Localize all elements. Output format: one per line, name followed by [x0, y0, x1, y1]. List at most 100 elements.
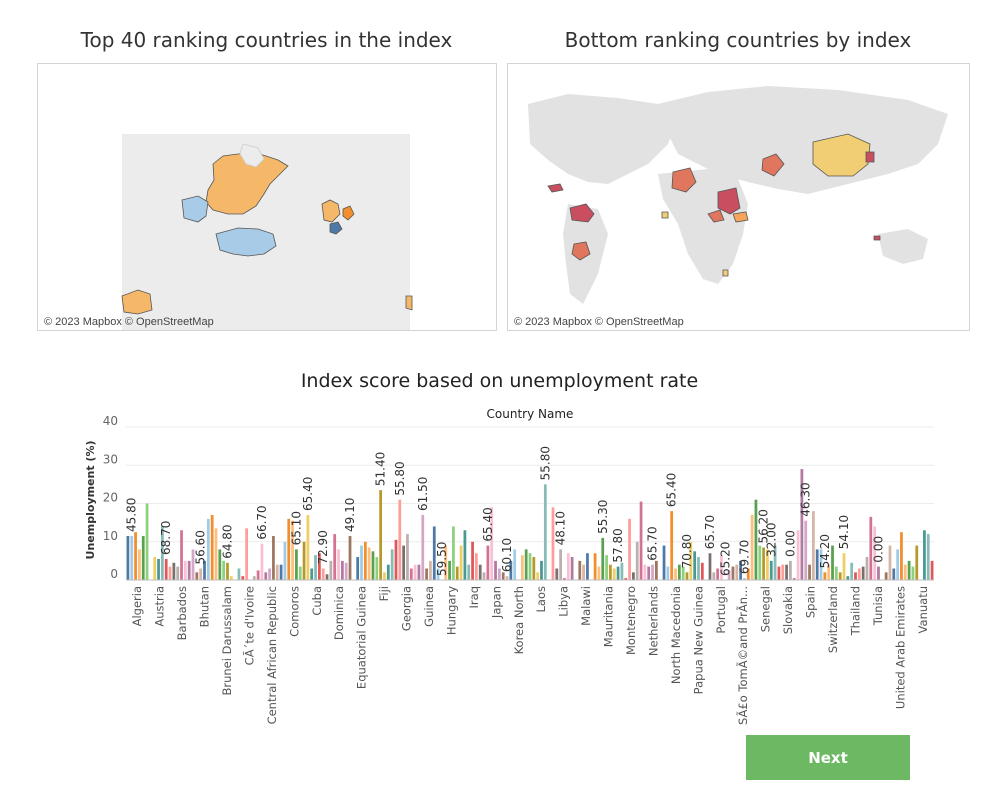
bar — [229, 576, 233, 580]
bar — [834, 566, 838, 580]
data-label: 66.70 — [255, 505, 269, 539]
bar — [398, 499, 402, 580]
x-tick-label: North Macedonia — [669, 586, 683, 684]
bar — [926, 534, 930, 580]
bar — [459, 545, 463, 580]
data-label: 57.80 — [611, 528, 625, 562]
bar — [823, 572, 827, 580]
bar — [746, 568, 750, 580]
x-tick-label: Cuba — [310, 586, 324, 616]
bar — [808, 564, 811, 580]
x-tick-label: Hungary — [444, 586, 458, 635]
x-tick-label: Senegal — [759, 586, 773, 632]
bar — [785, 564, 788, 580]
bar — [340, 560, 344, 580]
x-tick-label: Libya — [557, 586, 571, 617]
bar — [333, 534, 337, 580]
bar — [394, 539, 398, 580]
bar — [226, 562, 229, 580]
data-label: 0.00 — [871, 536, 885, 563]
bar — [279, 564, 283, 580]
bar — [884, 572, 888, 580]
bar — [191, 549, 195, 580]
bar — [455, 566, 459, 580]
bar — [505, 576, 509, 580]
bar — [494, 560, 497, 580]
bar — [478, 564, 482, 580]
x-tick-label: Dominica — [332, 586, 346, 640]
bar — [325, 574, 329, 580]
bar — [601, 537, 605, 580]
bar — [356, 557, 360, 580]
bar — [375, 557, 379, 580]
bar — [804, 520, 808, 580]
bar — [677, 564, 681, 580]
bar — [570, 557, 574, 580]
data-label: 69.70 — [737, 540, 751, 574]
y-tick-label: 0 — [110, 567, 118, 581]
next-button[interactable]: Next — [746, 735, 910, 780]
bar — [739, 560, 742, 580]
bar — [842, 553, 846, 580]
data-label: 56.20 — [757, 509, 771, 543]
x-tick-label: Switzerland — [826, 586, 840, 653]
bar — [452, 526, 455, 580]
x-tick-label: Austria — [153, 586, 167, 627]
bar — [597, 566, 601, 580]
bar — [222, 560, 226, 580]
bar — [176, 566, 180, 580]
bar — [302, 541, 306, 580]
bar — [153, 557, 157, 580]
data-label: 65.40 — [665, 473, 679, 507]
bar — [367, 547, 371, 580]
bar — [578, 560, 582, 580]
bar — [130, 536, 134, 580]
bar — [520, 555, 524, 580]
bar — [386, 564, 390, 580]
x-tick-label: CÃ´te d'Ivoire — [241, 586, 256, 665]
bar — [643, 564, 647, 580]
bar — [559, 549, 563, 580]
data-label: 60.10 — [500, 538, 514, 572]
bar — [348, 536, 352, 580]
bar — [180, 530, 183, 580]
x-tick-label: Japan — [489, 586, 503, 619]
data-label: 55.30 — [596, 500, 610, 534]
bar — [689, 541, 693, 580]
bar — [210, 514, 214, 580]
data-label: 61.50 — [416, 477, 430, 511]
bar — [769, 560, 773, 580]
bar — [406, 534, 409, 580]
bar — [272, 536, 275, 580]
data-label: 55.80 — [538, 446, 552, 480]
bar — [260, 543, 264, 580]
bar — [930, 560, 934, 580]
bar — [429, 560, 432, 580]
bar — [720, 555, 723, 580]
x-tick-label: Iraq — [467, 586, 481, 608]
bar — [318, 553, 321, 580]
bar — [513, 549, 517, 580]
data-label: 56.60 — [194, 530, 208, 564]
bar — [245, 528, 249, 580]
top-ranking-map[interactable]: © 2023 Mapbox © OpenStreetMap — [37, 63, 497, 331]
bar — [383, 572, 386, 580]
y-axis-label: Unemployment (%) — [84, 441, 97, 560]
bar — [471, 541, 474, 580]
bar — [298, 566, 302, 580]
bar — [735, 564, 739, 580]
bar — [555, 568, 559, 580]
bar — [716, 568, 720, 580]
x-tick-label: Barbados — [175, 586, 189, 640]
bar — [827, 564, 831, 580]
bar — [651, 564, 654, 580]
bar — [344, 562, 348, 580]
bar — [586, 553, 589, 580]
bar — [145, 503, 149, 580]
bottom-ranking-map[interactable]: © 2023 Mapbox © OpenStreetMap — [507, 63, 970, 331]
x-tick-label: Thailand — [848, 586, 862, 636]
bar — [712, 572, 716, 580]
bar — [731, 566, 735, 580]
bar — [915, 545, 919, 580]
x-tick-label: Guinea — [422, 586, 436, 627]
